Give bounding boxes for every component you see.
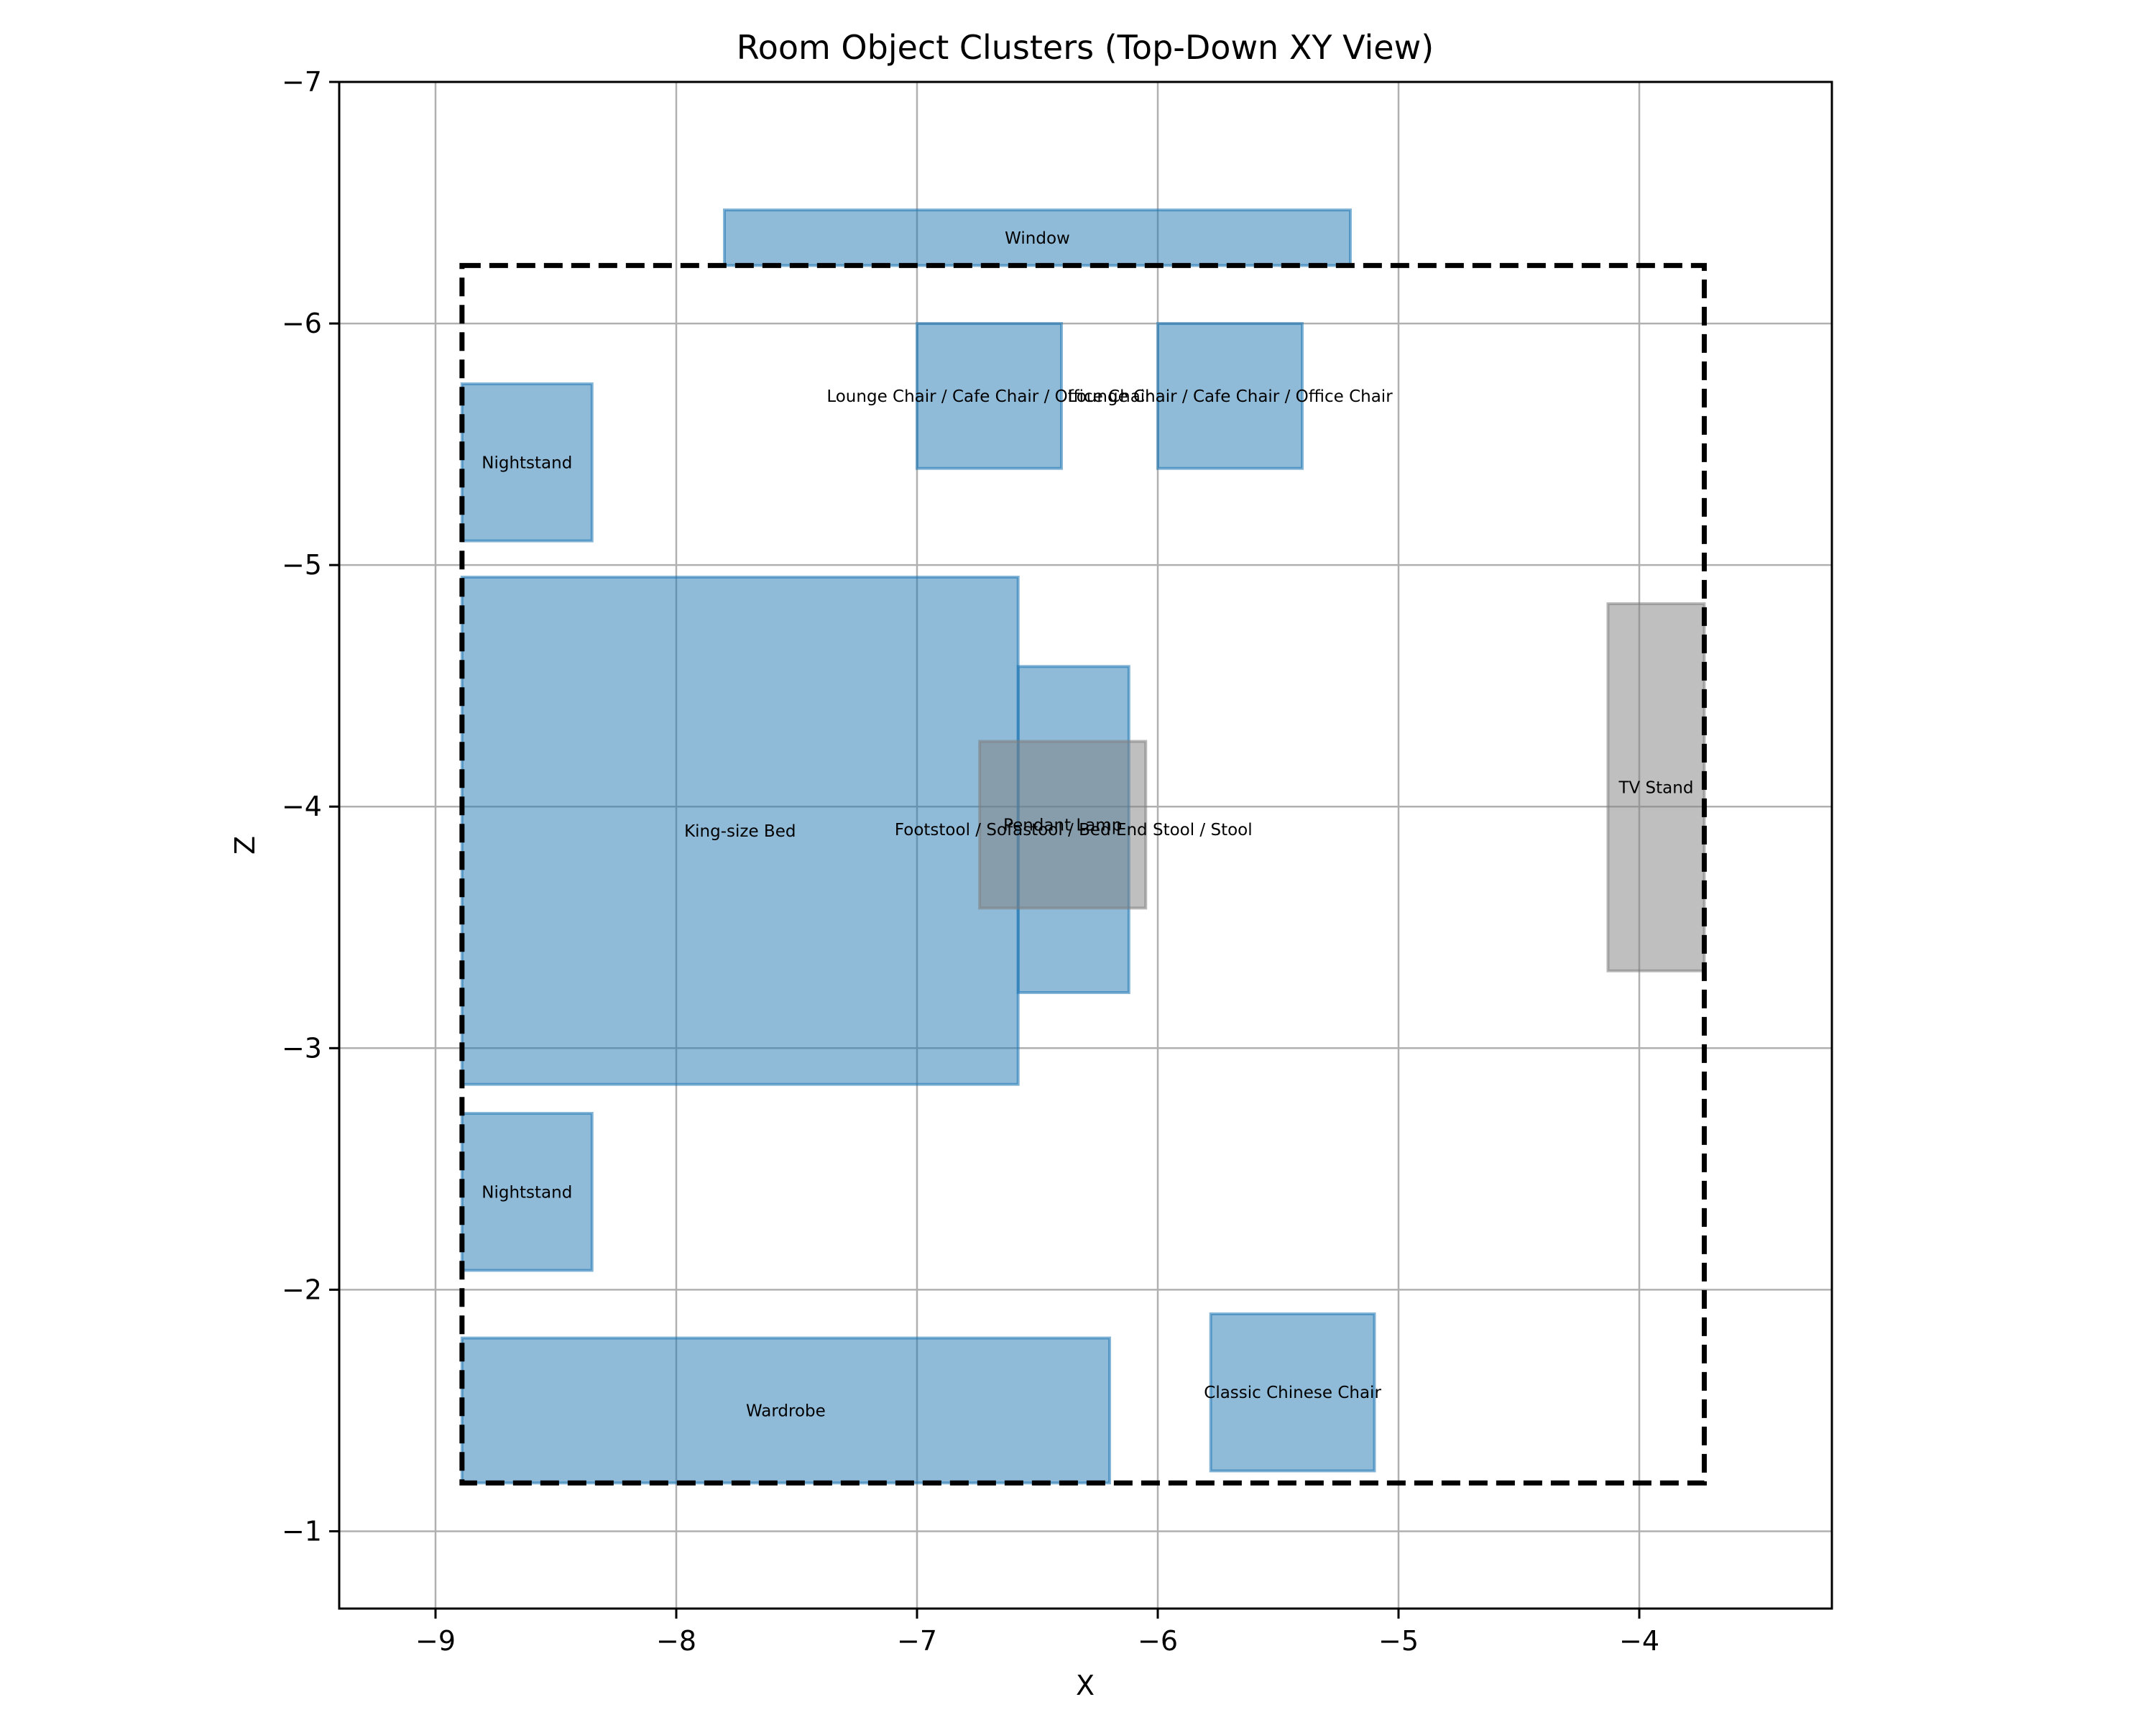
object-rect [916,322,1063,470]
object-label: Pendant Lamp [1003,816,1122,834]
plot-frame [338,80,1833,1610]
object-rect [723,208,1352,267]
y-tick-label: −7 [282,66,322,98]
y-tick-label: −3 [282,1032,322,1064]
object-rect [1156,322,1304,470]
object-rect [460,382,594,543]
x-tick-label: −8 [656,1625,696,1657]
object-label: Window [1005,229,1070,248]
x-tick-label: −6 [1138,1625,1178,1657]
object-rect [460,575,1020,1086]
x-tick-label: −5 [1378,1625,1419,1657]
x-axis-label: X [1076,1670,1095,1701]
y-tick-label: −1 [282,1515,322,1547]
object-rect [460,1112,594,1272]
y-tick-label: −4 [282,791,322,822]
x-tick-label: −4 [1619,1625,1659,1657]
axis-ticks: −9 −8 −7 −6 −5 −4 −7 −6 −5 −4 −3 −2 −1 [282,66,1659,1657]
y-tick-label: −2 [282,1274,322,1305]
object-label: King-size Bed [684,822,796,841]
object-label: Nightstand [482,454,572,472]
object-label: TV Stand [1618,778,1693,797]
y-tick-label: −6 [282,308,322,339]
y-axis-label: Z [229,836,261,855]
object-rect [1209,1312,1376,1473]
chart-title: Room Object Clusters (Top-Down XY View) [737,28,1434,67]
object-label: Footstool / Sofastool / Bed End Stool / … [895,821,1253,840]
y-tick-label: −5 [282,549,322,581]
x-tick-label: −7 [897,1625,937,1657]
x-tick-label: −9 [415,1625,456,1657]
object-labels: Window Lounge Chair / Cafe Chair / Office… [482,229,1693,1421]
object-label: Classic Chinese Chair [1204,1384,1381,1402]
object-rect [460,1336,1111,1485]
object-label: Wardrobe [746,1402,826,1420]
object-label: Nightstand [482,1183,572,1202]
object-rectangles [460,208,1706,1485]
object-label: Lounge Chair / Cafe Chair / Office Chair [1067,387,1393,406]
object-rect [978,740,1148,910]
object-label: Lounge Chair / Cafe Chair / Office Chair [826,387,1152,406]
